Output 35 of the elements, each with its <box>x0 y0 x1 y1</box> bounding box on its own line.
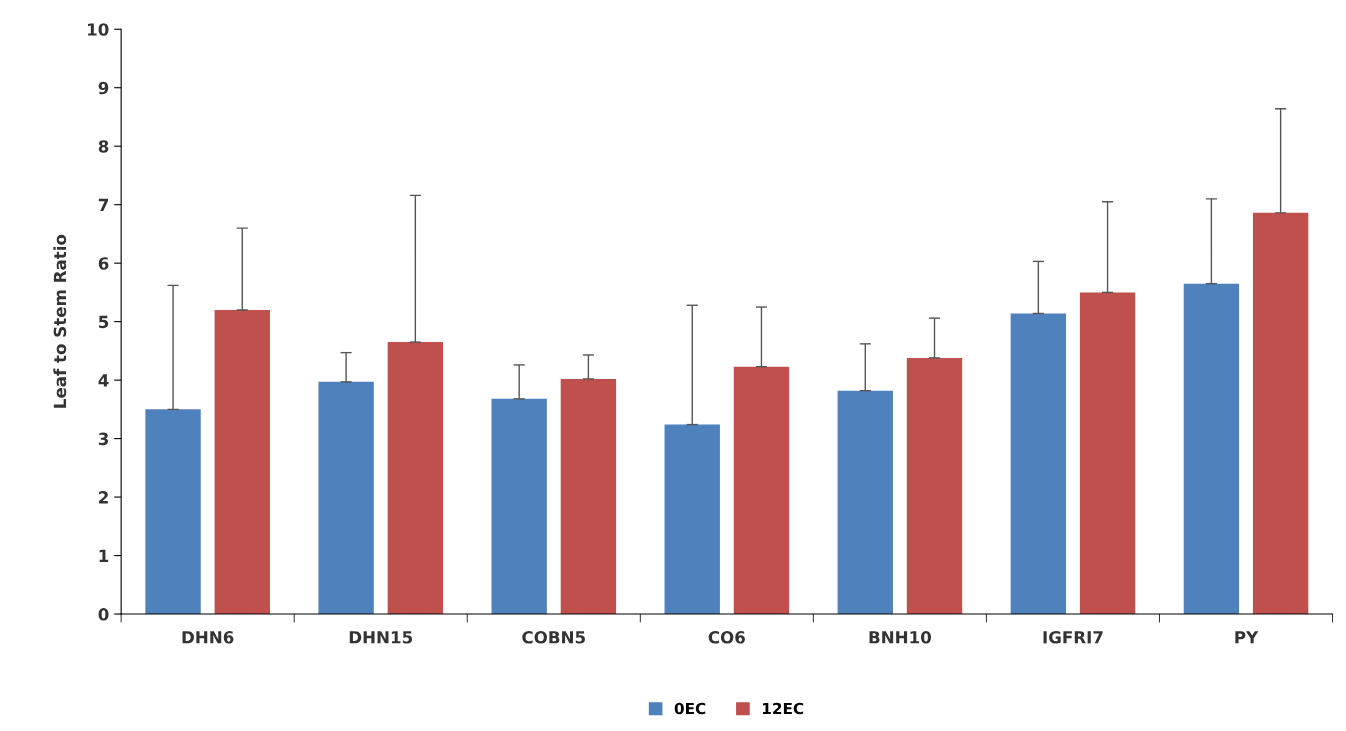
bar <box>145 409 201 615</box>
bar <box>318 381 374 615</box>
legend-label: 12EC <box>762 702 804 715</box>
bar <box>1079 292 1136 615</box>
y-tick-label: 2 <box>99 491 108 504</box>
bar <box>1010 313 1067 615</box>
bar <box>387 342 444 615</box>
bar <box>733 366 790 615</box>
bar <box>1252 212 1309 615</box>
bar <box>214 309 270 615</box>
y-tick-label: 0 <box>98 608 109 621</box>
x-tick-label: DHN15 <box>349 631 413 644</box>
bar <box>906 357 963 615</box>
x-tick-label: COBN5 <box>522 631 585 644</box>
bar <box>560 378 617 615</box>
y-tick-label: 1 <box>99 549 109 562</box>
y-tick-label: 6 <box>98 257 109 270</box>
y-tick-label: 10 <box>88 23 109 36</box>
x-tick-label: IGFRI7 <box>1043 631 1103 644</box>
bar <box>664 424 720 615</box>
x-tick-label: BNH10 <box>869 631 931 644</box>
bar <box>491 398 547 615</box>
y-tick-label: 8 <box>98 140 109 153</box>
y-tick-label: 4 <box>98 374 109 387</box>
y-axis-title: Leaf to Stem Ratio <box>53 234 67 408</box>
bar <box>837 390 893 615</box>
bar <box>1183 283 1240 615</box>
legend-label: 0EC <box>674 702 706 715</box>
x-tick-label: CO6 <box>708 631 745 644</box>
x-tick-label: PY <box>1235 631 1259 644</box>
x-tick-label: DHN6 <box>182 631 234 644</box>
y-tick-label: 3 <box>98 432 109 446</box>
y-tick-label: 9 <box>98 81 109 95</box>
y-tick-label: 7 <box>98 198 109 212</box>
y-tick-label: 5 <box>99 315 109 329</box>
